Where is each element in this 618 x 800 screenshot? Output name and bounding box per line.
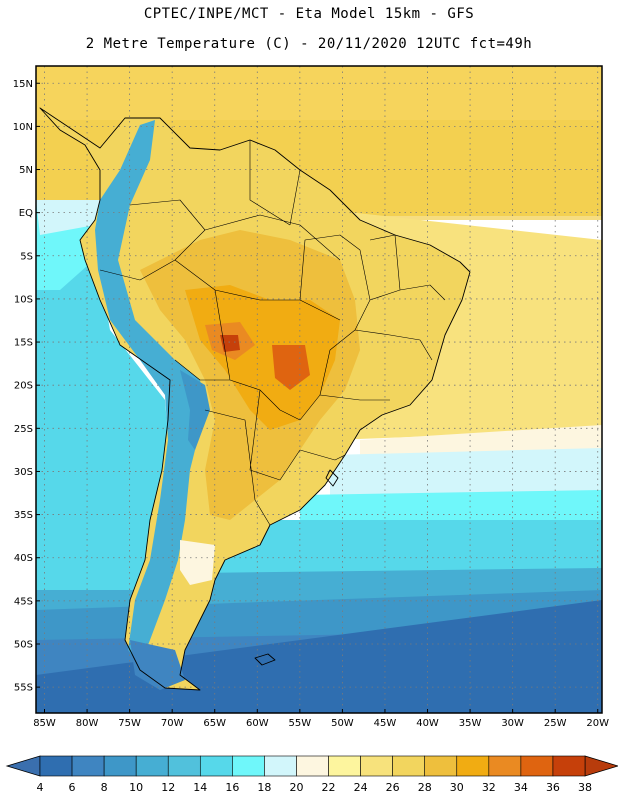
colorbar-label: 4	[37, 781, 44, 794]
lat-tick-label: 10N	[13, 122, 33, 133]
falkland-islands	[254, 653, 276, 666]
temperature-field	[36, 66, 602, 713]
lat-tick-label: EQ	[19, 208, 33, 219]
colorbar-label: 18	[257, 781, 271, 794]
colorbar-bin	[392, 755, 426, 777]
colorbar-bin	[103, 755, 137, 777]
lat-tick-label: 25S	[14, 424, 33, 435]
lon-tick-label: 25W	[544, 718, 567, 729]
ocean-band-light-cyan	[330, 448, 602, 505]
lat-tick-label: 15N	[13, 79, 33, 90]
lat-tick-label: 10S	[14, 294, 33, 305]
patagonia-pale	[180, 540, 215, 585]
colorbar-under-arrow	[5, 755, 41, 777]
lon-tick-label: 75W	[118, 718, 141, 729]
colorbar-bin	[264, 755, 297, 777]
chart-subtitle: 2 Metre Temperature (C) - 20/11/2020 12U…	[85, 36, 533, 52]
lon-tick-label: 45W	[374, 718, 397, 729]
colorbar-bin	[328, 755, 361, 777]
hotspot-core	[220, 335, 240, 352]
lon-tick-label: 20W	[586, 718, 609, 729]
lat-tick-label: 50S	[14, 639, 33, 650]
lat-tick-label: 40S	[14, 553, 33, 564]
lon-tick-label: 50W	[331, 718, 354, 729]
colorbar-label: 28	[418, 781, 432, 794]
colorbar-label: 30	[450, 781, 464, 794]
south-america-coastline	[39, 107, 471, 691]
lat-tick-label: 35S	[14, 510, 33, 521]
country-borders	[99, 140, 346, 526]
colorbar-label: 38	[578, 781, 592, 794]
fuego-blue	[130, 640, 185, 690]
lon-tick-label: 30W	[501, 718, 524, 729]
lon-tick-label: 80W	[76, 718, 99, 729]
continent-hot	[185, 285, 340, 430]
hotspot-center	[272, 345, 310, 390]
lon-tick-label: 55W	[289, 718, 312, 729]
pacific-light	[36, 215, 175, 590]
colorbar-bin	[296, 755, 329, 777]
colorbar-label: 6	[69, 781, 76, 794]
pacific-pale	[36, 200, 100, 235]
colorbar-label: 32	[482, 781, 496, 794]
colorbar: 4 6 8 10 12 14 16 18 20 22 24 26 28 30 32 34 36 38	[5, 755, 618, 794]
colorbar-label: 36	[546, 781, 560, 794]
lon-tick-label: 85W	[33, 718, 56, 729]
boundaries	[39, 107, 471, 691]
colorbar-bin	[360, 755, 393, 777]
lat-tick-label: 55S	[14, 683, 33, 694]
colorbar-over-arrow	[584, 755, 618, 777]
lon-tick-label: 35W	[459, 718, 482, 729]
colorbar-label: 22	[322, 781, 336, 794]
colorbar-label: 20	[289, 781, 303, 794]
colorbar-label: 14	[193, 781, 207, 794]
andes-cold	[95, 120, 205, 665]
lat-tick-label: 45S	[14, 596, 33, 607]
colorbar-bin	[39, 755, 73, 777]
longitude-axis: 85W 80W 75W 70W 65W 60W 55W 50W 45W 40W 35W 30W 25W 2…	[33, 709, 609, 729]
colorbar-bin	[199, 755, 233, 777]
colorbar-bin	[552, 755, 586, 777]
lat-tick-label: 20S	[14, 381, 33, 392]
lat-tick-label: 15S	[14, 338, 33, 349]
chart-title: CPTEC/INPE/MCT - Eta Model 15km - GFS	[143, 6, 475, 22]
andes-very-cold	[180, 370, 210, 450]
lagoa-dos-patos	[325, 469, 339, 487]
colorbar-label: 16	[225, 781, 239, 794]
colorbar-bin	[424, 755, 458, 777]
map-frame	[35, 65, 603, 714]
colorbar-label: 24	[354, 781, 368, 794]
latitude-axis: 15N 10N 5N EQ 5S 10S 15S 20S 25S 30S 35S 40S 45S 50S 5…	[13, 79, 40, 694]
colorbar-bin	[71, 755, 105, 777]
colorbar-label: 10	[129, 781, 143, 794]
colorbar-label: 34	[514, 781, 528, 794]
lon-tick-label: 70W	[161, 718, 184, 729]
colorbar-bin	[520, 755, 554, 777]
colorbar-label: 26	[386, 781, 400, 794]
lon-tick-label: 65W	[203, 718, 226, 729]
colorbar-bin	[488, 755, 522, 777]
lat-tick-label: 5S	[20, 251, 33, 262]
colorbar-label: 12	[161, 781, 175, 794]
lat-tick-label: 30S	[14, 467, 33, 478]
colorbar-bin	[232, 755, 265, 777]
brazil-states	[299, 234, 446, 421]
lat-tick-label: 5N	[19, 165, 33, 176]
lon-tick-label: 60W	[246, 718, 269, 729]
lon-tick-label: 40W	[416, 718, 439, 729]
colorbar-label: 8	[101, 781, 108, 794]
colorbar-bin	[167, 755, 201, 777]
colorbar-bin	[135, 755, 169, 777]
colorbar-bin	[456, 755, 490, 777]
